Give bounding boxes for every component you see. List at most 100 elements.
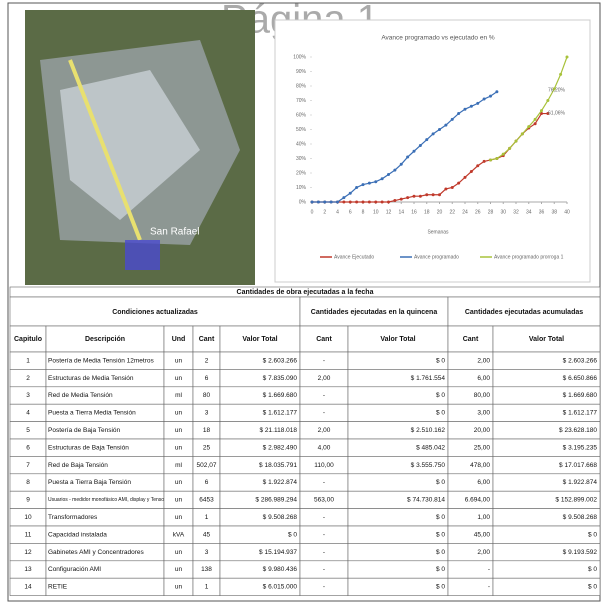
x-tick-label: 18 — [424, 209, 430, 215]
series-point — [431, 132, 435, 136]
table-text: 478,00 — [470, 462, 490, 469]
table-text: $ 0 — [436, 584, 445, 591]
x-tick-label: 36 — [539, 209, 545, 215]
table-text: un — [175, 410, 183, 417]
column-header: Cant — [463, 336, 479, 343]
table-text: 80,00 — [474, 392, 491, 399]
table-text: 3 — [205, 410, 209, 417]
table-text: Red de Media Tensión — [48, 392, 113, 399]
series-point — [355, 200, 359, 204]
x-tick-label: 12 — [386, 209, 392, 215]
table-text: $ 1.612.177 — [563, 410, 598, 417]
table-text: $ 6.650.866 — [563, 375, 598, 382]
y-tick-label: 20% — [296, 170, 307, 176]
series-point — [457, 181, 461, 185]
table-text: $ 286.989.294 — [255, 497, 297, 504]
x-tick-label: 24 — [462, 209, 468, 215]
table-text: 45 — [203, 531, 211, 538]
series-point — [444, 187, 448, 191]
table-text: un — [175, 566, 183, 573]
x-tick-label: 34 — [526, 209, 532, 215]
table-text: Red de Baja Tensión — [48, 462, 108, 469]
table-text: 1,00 — [477, 514, 490, 521]
table-text: 25,00 — [474, 444, 491, 451]
series-point — [418, 194, 422, 198]
series-point — [380, 200, 384, 204]
table-text: $ 0 — [436, 357, 445, 364]
series-point — [489, 158, 492, 162]
series-point — [361, 200, 365, 204]
table-text: $ 2.603.266 — [563, 357, 598, 364]
table-text: 14 — [24, 584, 32, 591]
series-point — [533, 117, 537, 121]
y-tick-label: 90% — [296, 69, 307, 75]
series-point — [476, 101, 480, 105]
table-text: 5 — [26, 427, 30, 434]
table-text: 1 — [26, 357, 30, 364]
table-text: $ 2.510.162 — [411, 427, 446, 434]
table-cell — [9, 325, 47, 353]
series-point — [412, 149, 416, 153]
table-cell — [347, 577, 449, 596]
table-text: 8 — [26, 479, 30, 486]
y-tick-label: 10% — [296, 185, 307, 191]
series-point — [444, 123, 448, 127]
series-point — [540, 112, 543, 116]
x-tick-label: 10 — [373, 209, 379, 215]
series-point — [310, 200, 314, 204]
table-text: 6,00 — [477, 375, 490, 382]
table-text: Transformadores — [48, 514, 98, 521]
y-tick-label: 30% — [296, 156, 307, 162]
table-cell — [347, 351, 449, 370]
table-text: Capacidad instalada — [48, 531, 107, 538]
table-text: - — [323, 392, 325, 399]
series-point — [450, 117, 454, 121]
series-point — [425, 138, 429, 142]
table-text: $ 0 — [436, 514, 445, 521]
table-text: 6 — [26, 444, 30, 451]
table-cell — [492, 577, 601, 596]
table-text: 6,00 — [477, 479, 490, 486]
legend-label: Avance programado prorroga 1 — [494, 254, 564, 260]
table-text: $ 485.042 — [416, 444, 445, 451]
table-text: 9 — [26, 497, 30, 504]
series-point — [469, 170, 473, 174]
table-text: 2,00 — [318, 375, 331, 382]
table-text: 2,00 — [477, 357, 490, 364]
table-text: 4,00 — [318, 444, 331, 451]
table-text: $ 15.194.937 — [259, 549, 297, 556]
table-cell — [492, 325, 601, 353]
series-point — [508, 146, 512, 150]
x-tick-label: 4 — [336, 209, 339, 215]
series-point — [406, 155, 410, 159]
table-title: Cantidades de obra ejecutadas a la fecha — [237, 289, 374, 296]
x-tick-label: 6 — [349, 209, 352, 215]
table-text: 1 — [205, 514, 209, 521]
map: San Rafael — [25, 10, 255, 285]
table-text: Usuarios - medidor monofásico AMI, displ… — [48, 497, 200, 503]
series-point — [546, 112, 550, 116]
column-header: Valor Total — [529, 336, 564, 343]
x-tick-label: 14 — [398, 209, 404, 215]
table-text: 2,00 — [477, 549, 490, 556]
series-point — [495, 157, 499, 160]
series-point — [348, 200, 352, 204]
table-text: 80 — [203, 392, 211, 399]
table-text: ml — [175, 462, 182, 469]
table-text: Gabinetes AMI y Concentradores — [48, 549, 144, 556]
series-point — [387, 200, 390, 204]
table-text: 3 — [205, 549, 209, 556]
series-point — [565, 55, 569, 59]
series-point — [418, 143, 422, 147]
table-cell — [9, 296, 301, 327]
table-text: $ 0 — [436, 566, 445, 573]
x-tick-label: 2 — [323, 209, 326, 215]
annotation: 61,06% — [548, 110, 566, 116]
x-tick-label: 28 — [488, 209, 494, 215]
series-point — [463, 175, 467, 179]
table-text: un — [175, 357, 183, 364]
series-point — [482, 159, 486, 163]
table-text: ml — [175, 392, 182, 399]
series-point — [393, 199, 397, 203]
